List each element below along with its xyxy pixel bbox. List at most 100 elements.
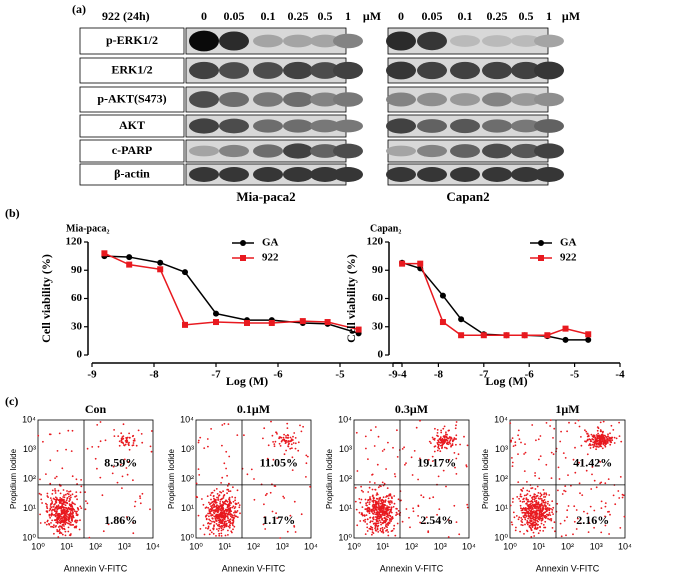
event-dot xyxy=(549,425,551,427)
event-dot xyxy=(364,518,367,521)
event-dot xyxy=(609,432,611,435)
event-dot xyxy=(536,503,539,505)
event-dot xyxy=(363,514,366,516)
event-dot xyxy=(596,442,598,445)
event-dot xyxy=(54,525,57,528)
event-dot xyxy=(63,496,66,499)
event-dot xyxy=(113,429,115,431)
event-dot xyxy=(516,496,519,498)
event-dot xyxy=(223,520,226,523)
event-dot xyxy=(305,462,308,465)
event-dot xyxy=(387,516,389,519)
event-dot xyxy=(63,518,66,521)
event-dot xyxy=(446,441,449,444)
event-dot xyxy=(517,518,520,521)
x-axis-label: Log (M) xyxy=(485,374,527,388)
event-dot xyxy=(377,522,380,524)
event-dot xyxy=(199,528,202,530)
event-dot xyxy=(68,522,70,525)
event-dot xyxy=(382,501,385,503)
event-dot xyxy=(595,434,598,436)
event-dot xyxy=(228,498,230,500)
event-dot xyxy=(204,507,207,509)
event-dot xyxy=(283,439,286,442)
quadrant-percent: 2.16% xyxy=(576,513,609,527)
event-dot xyxy=(228,496,231,499)
event-dot xyxy=(262,437,264,440)
event-dot xyxy=(596,429,599,432)
blot-band xyxy=(333,143,363,159)
event-dot xyxy=(380,485,382,488)
event-dot xyxy=(64,530,67,533)
y-tick-label: 10³ xyxy=(181,444,194,454)
event-dot xyxy=(547,514,549,517)
event-dot xyxy=(373,511,376,514)
plot-title: 0.1μM xyxy=(237,402,270,416)
event-dot xyxy=(536,509,539,512)
x-tick-label: 10⁴ xyxy=(304,541,318,551)
event-dot xyxy=(548,512,551,514)
event-dot xyxy=(379,497,381,500)
event-dot xyxy=(49,497,52,499)
blot-band xyxy=(333,61,363,80)
marker xyxy=(417,260,424,267)
event-dot xyxy=(61,509,63,512)
event-dot xyxy=(80,507,83,509)
event-dot xyxy=(381,526,384,529)
event-dot xyxy=(128,441,130,444)
event-dot xyxy=(389,494,392,497)
event-dot xyxy=(538,477,541,480)
event-dot xyxy=(216,496,218,499)
event-dot xyxy=(439,450,442,453)
event-dot xyxy=(215,513,218,516)
event-dot xyxy=(220,532,223,535)
event-dot xyxy=(550,451,553,454)
event-dot xyxy=(239,512,241,515)
event-dot xyxy=(280,440,283,443)
event-dot xyxy=(388,494,390,497)
event-dot xyxy=(525,494,528,496)
event-dot xyxy=(91,446,94,448)
event-dot xyxy=(586,512,589,515)
event-dot xyxy=(50,499,53,501)
event-dot xyxy=(379,529,382,532)
event-dot xyxy=(535,501,537,503)
event-dot xyxy=(387,534,390,537)
event-dot xyxy=(53,532,55,535)
event-dot xyxy=(383,511,385,514)
x-tick-label: 10¹ xyxy=(60,541,73,551)
event-dot xyxy=(424,522,426,525)
event-dot xyxy=(212,532,215,535)
event-dot xyxy=(596,439,599,442)
event-dot xyxy=(54,508,56,511)
event-dot xyxy=(66,502,69,505)
event-dot xyxy=(263,427,266,430)
blot-band xyxy=(417,31,447,51)
event-dot xyxy=(538,515,540,518)
event-dot xyxy=(408,516,410,519)
event-dot xyxy=(371,517,374,519)
event-dot xyxy=(51,493,54,495)
event-dot xyxy=(57,516,60,519)
event-dot xyxy=(619,476,622,478)
event-dot xyxy=(57,536,60,538)
dose-label: 0.5 xyxy=(519,9,534,23)
event-dot xyxy=(216,506,219,509)
event-dot xyxy=(613,442,616,444)
event-dot xyxy=(292,442,295,444)
event-dot xyxy=(262,523,265,526)
y-tick-label: 10² xyxy=(23,473,36,483)
event-dot xyxy=(218,506,221,508)
event-dot xyxy=(387,509,390,511)
event-dot xyxy=(46,495,49,497)
blot-band xyxy=(534,34,564,48)
event-dot xyxy=(65,512,67,514)
event-dot xyxy=(614,503,617,506)
event-dot xyxy=(220,525,223,527)
event-dot xyxy=(374,488,377,491)
event-dot xyxy=(447,519,450,521)
event-dot xyxy=(534,503,537,505)
event-dot xyxy=(531,424,534,426)
event-dot xyxy=(608,533,610,535)
blot-band xyxy=(283,61,313,80)
